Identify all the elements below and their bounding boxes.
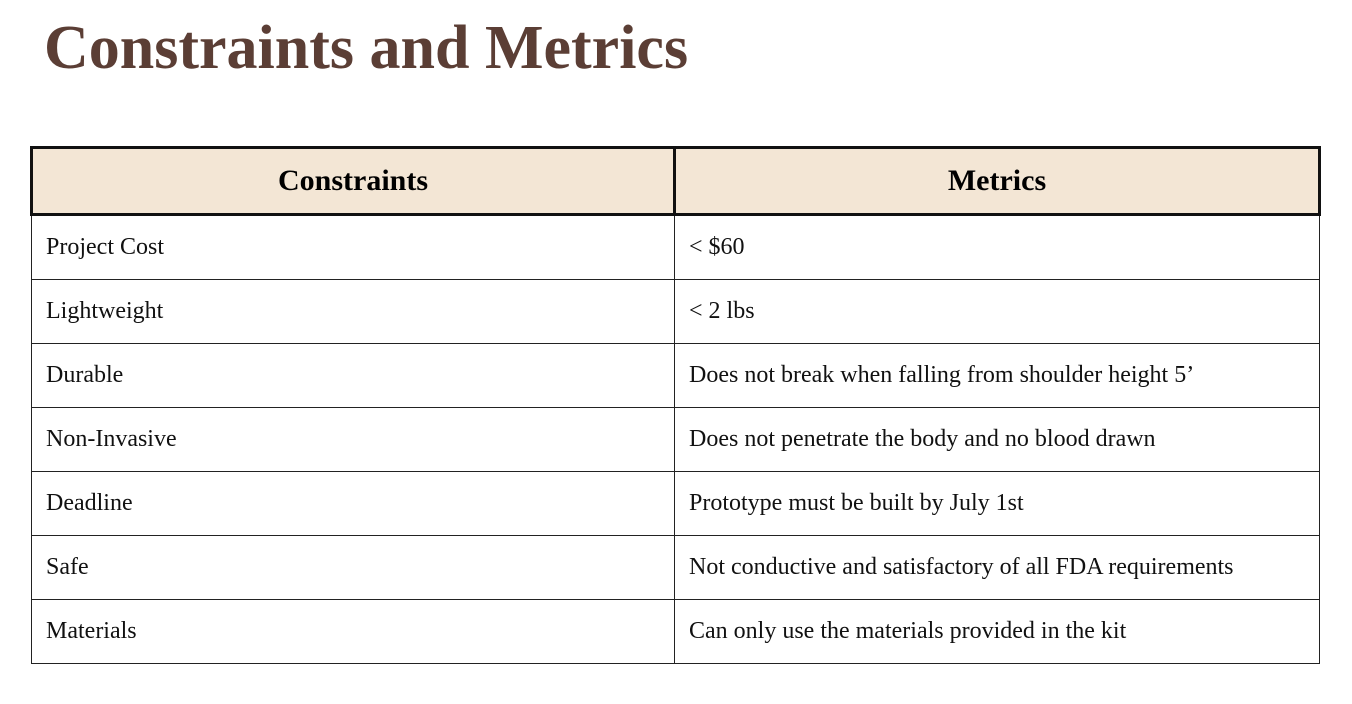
table-header-row: Constraints Metrics — [30, 146, 1321, 216]
header-metrics: Metrics — [673, 146, 1321, 216]
constraints-metrics-table-container: Constraints Metrics Project Cost < $60 L… — [30, 146, 1321, 664]
table-row: Safe Not conductive and satisfactory of … — [31, 535, 1320, 600]
metric-cell: < 2 lbs — [674, 279, 1320, 344]
metric-cell: Does not break when falling from shoulde… — [674, 343, 1320, 408]
metric-cell: Not conductive and satisfactory of all F… — [674, 535, 1320, 600]
metric-cell: Does not penetrate the body and no blood… — [674, 407, 1320, 472]
table-row: Materials Can only use the materials pro… — [31, 599, 1320, 664]
metric-cell: Prototype must be built by July 1st — [674, 471, 1320, 536]
metric-cell: Can only use the materials provided in t… — [674, 599, 1320, 664]
table-row: Deadline Prototype must be built by July… — [31, 471, 1320, 536]
page-title: Constraints and Metrics — [44, 14, 689, 82]
constraint-cell: Lightweight — [31, 279, 675, 344]
constraint-cell: Project Cost — [31, 214, 675, 280]
constraint-cell: Durable — [31, 343, 675, 408]
constraint-cell: Non-Invasive — [31, 407, 675, 472]
metric-cell: < $60 — [674, 214, 1320, 280]
table-row: Non-Invasive Does not penetrate the body… — [31, 407, 1320, 472]
constraint-cell: Materials — [31, 599, 675, 664]
constraint-cell: Deadline — [31, 471, 675, 536]
header-constraints: Constraints — [30, 146, 676, 216]
table-row: Project Cost < $60 — [31, 214, 1320, 280]
constraints-metrics-table: Constraints Metrics Project Cost < $60 L… — [30, 146, 1321, 664]
constraint-cell: Safe — [31, 535, 675, 600]
table-row: Lightweight < 2 lbs — [31, 279, 1320, 344]
table-row: Durable Does not break when falling from… — [31, 343, 1320, 408]
